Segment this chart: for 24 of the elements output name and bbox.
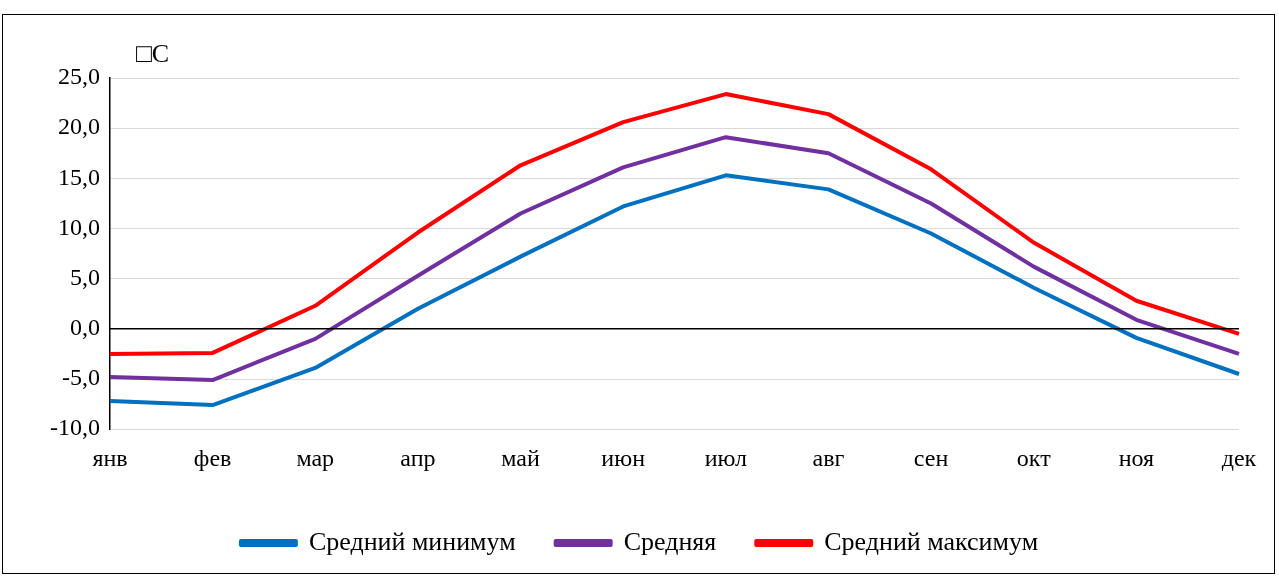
x-tick-label: ноя [1118, 444, 1155, 471]
x-tick-label: апр [400, 444, 436, 471]
x-tick-label: авг [812, 444, 845, 471]
y-tick-label: 5,0 [69, 263, 100, 290]
y-tick-label: -5,0 [61, 364, 100, 391]
y-axis-title: □C [136, 39, 170, 68]
legend-label: Средний максимум [824, 526, 1039, 556]
legend-label: Средняя [623, 526, 717, 556]
x-tick-label: май [501, 444, 540, 471]
x-tick-label: июл [704, 444, 747, 471]
x-tick-label: июн [601, 444, 646, 471]
y-tick-label: 10,0 [57, 213, 100, 240]
x-tick-label: окт [1016, 444, 1052, 471]
y-tick-label: 0,0 [69, 314, 100, 341]
y-tick-label: 20,0 [57, 113, 100, 140]
x-tick-label: сен [913, 444, 949, 471]
y-tick-label: 25,0 [57, 63, 100, 90]
x-tick-label: фев [193, 444, 232, 471]
y-tick-label: -10,0 [49, 414, 100, 441]
x-tick-label: мар [296, 444, 335, 471]
y-tick-label: 15,0 [57, 163, 100, 190]
x-tick-label: дек [1221, 444, 1257, 471]
legend-label: Средний минимум [308, 526, 516, 556]
x-tick-label: янв [92, 444, 128, 471]
